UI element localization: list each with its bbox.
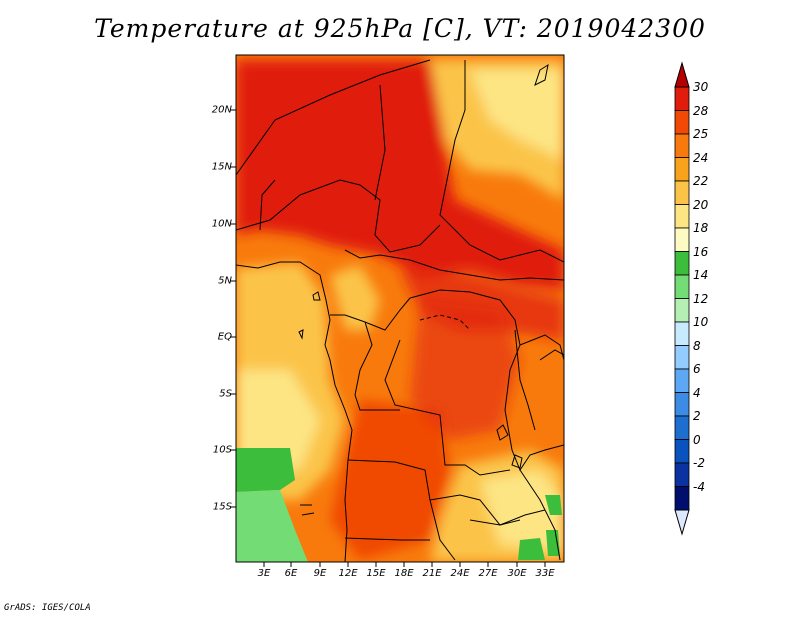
colorbar-label: 0 [693, 432, 701, 447]
colorbar-swatch [674, 86, 690, 111]
lat-tick-label: 5N [218, 275, 232, 287]
lon-tick-label: 21E [422, 568, 442, 579]
colorbar-label: 10 [693, 315, 709, 329]
lat-tick-label: 5S [219, 388, 232, 400]
colorbar-swatch [674, 462, 690, 487]
lon-tick-label: 30E [507, 568, 527, 579]
colorbar-swatch [674, 298, 690, 323]
colorbar-swatch [674, 392, 690, 417]
lon-tick-label: 33E [535, 568, 555, 579]
colorbar-label: 30 [693, 80, 709, 94]
colorbar-swatch [674, 368, 690, 393]
page-title: Temperature at 925hPa [C], VT: 201904230… [94, 14, 706, 43]
colorbar-swatch [674, 180, 690, 205]
lat-tick-label: 10S [212, 444, 232, 456]
colorbar-swatch [674, 321, 690, 346]
colorbar-swatch [674, 227, 690, 252]
colorbar-label: 16 [693, 244, 709, 259]
colorbar-label: 2 [693, 409, 701, 423]
colorbar-label: 12 [693, 291, 709, 306]
colorbar-label: 14 [693, 268, 709, 282]
colorbar-label: -2 [693, 456, 705, 470]
colorbar [674, 61, 690, 536]
country-borders [236, 59, 564, 562]
colorbar-label: 8 [693, 338, 701, 353]
colorbar-over-arrow [674, 61, 690, 88]
colorbar-swatch [674, 274, 690, 299]
lon-tick-label: 15E [366, 568, 386, 579]
colorbar-swatch [674, 486, 690, 511]
colorbar-swatch [674, 110, 690, 135]
lon-tick-label: 9E [313, 568, 327, 579]
colorbar-label: 18 [693, 221, 709, 235]
lon-tick-label: 18E [394, 568, 414, 579]
colorbar-label: 20 [693, 197, 709, 212]
colorbar-label: 4 [693, 385, 701, 400]
map-frame [235, 54, 565, 563]
lon-tick-label: 6E [284, 568, 298, 579]
lon-tick-label: 24E [450, 568, 470, 579]
colorbar-swatch [674, 439, 690, 464]
temperature-field [236, 55, 564, 562]
colorbar-label: 6 [693, 362, 701, 376]
colorbar-label: 22 [693, 174, 709, 188]
lon-tick-label: 3E [257, 568, 271, 579]
colorbar-swatch [674, 345, 690, 370]
colorbar-swatch [674, 415, 690, 440]
lat-tick-label: 10N [211, 218, 232, 230]
colorbar-swatch [674, 157, 690, 182]
lat-tick-label: EQ [217, 331, 232, 343]
colorbar-under-arrow [674, 509, 690, 536]
colorbar-swatch [674, 204, 690, 229]
lon-tick-label: 27E [478, 568, 498, 579]
colorbar-label: 25 [693, 127, 709, 141]
lat-tick-label: 15S [212, 501, 232, 513]
lat-tick-label: 15N [211, 161, 232, 173]
colorbar-swatch [674, 251, 690, 276]
grads-credit: GrADS: IGES/COLA [4, 603, 91, 613]
colorbar-swatch [674, 133, 690, 158]
colorbar-label: 28 [693, 103, 709, 118]
lat-tick-label: 20N [211, 104, 232, 116]
lon-tick-label: 12E [338, 568, 358, 579]
colorbar-label: 24 [693, 150, 709, 165]
colorbar-label: -4 [693, 479, 705, 494]
